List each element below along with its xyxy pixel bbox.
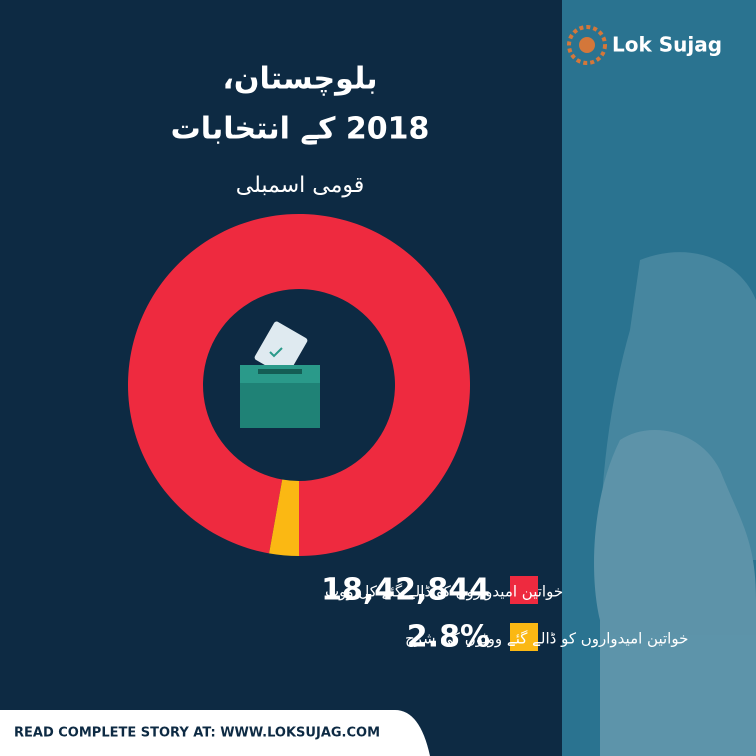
footer: READ COMPLETE STORY AT: WWW.LOKSUJAG.COM: [0, 710, 430, 756]
donut: [128, 213, 471, 556]
legend-label: خواتین امیدواروں کو ڈالے گئے کل ووٹ: [325, 583, 563, 601]
brand-name: Lok Sujag: [612, 33, 722, 57]
legend-swatch: [510, 576, 538, 604]
legend-swatch: [510, 623, 538, 651]
subtitle: قومی اسمبلی: [236, 173, 365, 198]
legend-figure: 2.8%: [407, 620, 490, 655]
donut-slice: [128, 213, 471, 556]
legend-label: خواتین امیدواروں کو ڈالے گئے ووٹوں کی شر…: [405, 630, 688, 648]
title-line2: 2018 کے انتخابات: [171, 112, 430, 147]
footer-tab: [0, 710, 430, 756]
brand-logo: Lok Sujag: [567, 25, 722, 65]
title: بلوچستان،: [223, 62, 378, 97]
silhouettes: [594, 252, 756, 756]
logo-mark: [567, 25, 607, 65]
ballot-box-icon: [240, 321, 320, 428]
footer-text: READ COMPLETE STORY AT: WWW.LOKSUJAG.COM: [14, 726, 380, 741]
logo-core: [579, 37, 595, 53]
donut-slice: [269, 479, 299, 556]
legend-figure: 18,42,844: [321, 573, 490, 608]
